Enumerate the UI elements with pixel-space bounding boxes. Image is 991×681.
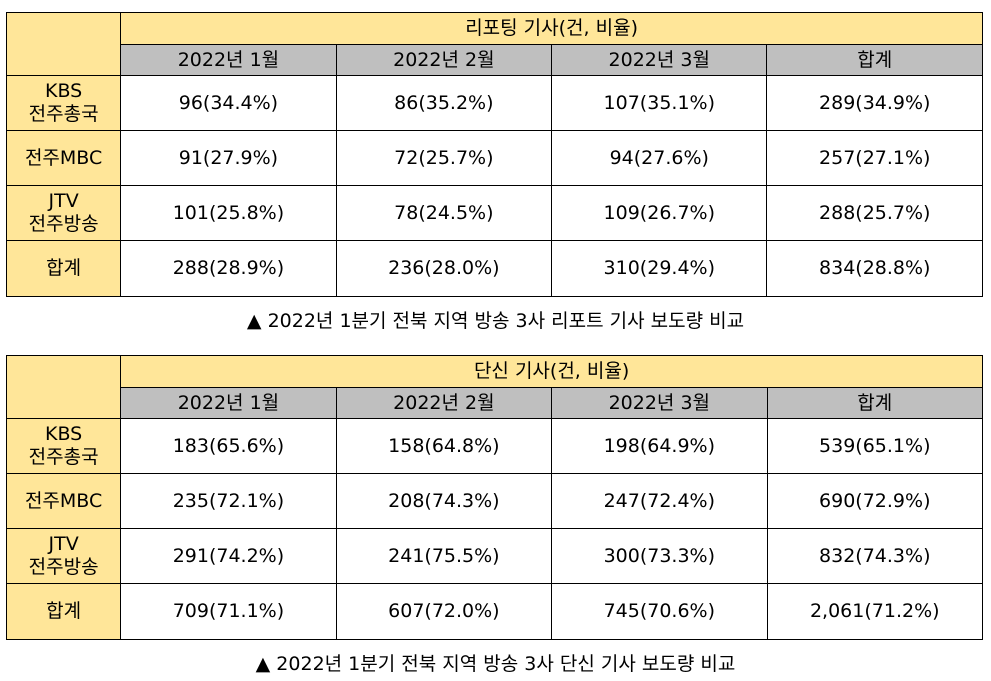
data-cell: 2,061(71.2%): [766, 583, 984, 640]
table-row: KBS 전주총국 96(34.4%) 86(35.2%) 107(35.1%) 2…: [5, 75, 983, 131]
column-header: 2022년 2월: [335, 387, 553, 419]
row-label: KBS 전주총국: [5, 75, 122, 131]
data-cell: 257(27.1%): [766, 130, 983, 186]
data-cell: 158(64.8%): [335, 418, 553, 474]
data-cell: 101(25.8%): [120, 185, 337, 241]
table-row: 합계 709(71.1%) 607(72.0%) 745(70.6%) 2,06…: [5, 583, 984, 640]
data-cell: 291(74.2%): [120, 528, 337, 584]
data-cell: 288(28.9%): [120, 240, 337, 297]
data-cell: 72(25.7%): [335, 130, 553, 186]
column-header: 2022년 3월: [551, 387, 768, 419]
column-header: 2022년 3월: [551, 44, 768, 76]
table-row: JTV 전주방송 291(74.2%) 241(75.5%) 300(73.3%)…: [5, 528, 984, 584]
corner-cell: [5, 355, 122, 419]
table-row: 전주MBC 91(27.9%) 72(25.7%) 94(27.6%) 257(…: [5, 130, 983, 186]
column-header: 2022년 1월: [120, 387, 337, 419]
report-articles-table: 리포팅 기사(건, 비율) 2022년 1월 2022년 2월 2022년 3월…: [5, 12, 983, 297]
table-row: JTV 전주방송 101(25.8%) 78(24.5%) 109(26.7%) …: [5, 185, 983, 241]
data-cell: 289(34.9%): [766, 75, 983, 131]
row-label: JTV 전주방송: [5, 185, 122, 241]
column-header: 2022년 1월: [120, 44, 337, 76]
row-label: 전주MBC: [5, 130, 122, 186]
data-cell: 78(24.5%): [335, 185, 553, 241]
data-cell: 86(35.2%): [335, 75, 553, 131]
group-header: 리포팅 기사(건, 비율): [120, 12, 983, 45]
data-cell: 109(26.7%): [551, 185, 768, 241]
data-cell: 107(35.1%): [551, 75, 768, 131]
table-caption: ▲ 2022년 1분기 전북 지역 방송 3사 리포트 기사 보도량 비교: [246, 310, 745, 332]
data-cell: 288(25.7%): [766, 185, 983, 241]
data-cell: 247(72.4%): [551, 473, 768, 529]
data-cell: 607(72.0%): [335, 583, 553, 640]
data-cell: 235(72.1%): [120, 473, 337, 529]
corner-cell: [5, 12, 122, 76]
data-cell: 539(65.1%): [766, 418, 984, 474]
data-cell: 91(27.9%): [120, 130, 337, 186]
data-cell: 690(72.9%): [766, 473, 984, 529]
data-cell: 832(74.3%): [766, 528, 984, 584]
column-header: 합계: [766, 44, 983, 76]
table-row: 전주MBC 235(72.1%) 208(74.3%) 247(72.4%) 6…: [5, 473, 984, 529]
data-cell: 300(73.3%): [551, 528, 768, 584]
column-header: 2022년 2월: [335, 44, 553, 76]
data-cell: 198(64.9%): [551, 418, 768, 474]
row-label: 합계: [5, 583, 122, 640]
data-cell: 709(71.1%): [120, 583, 337, 640]
data-cell: 94(27.6%): [551, 130, 768, 186]
table-caption: ▲ 2022년 1분기 전북 지역 방송 3사 단신 기사 보도량 비교: [255, 653, 736, 675]
data-cell: 745(70.6%): [551, 583, 768, 640]
column-header: 합계: [766, 387, 984, 419]
row-label: JTV 전주방송: [5, 528, 122, 584]
row-label: KBS 전주총국: [5, 418, 122, 474]
data-cell: 208(74.3%): [335, 473, 553, 529]
short-articles-table: 단신 기사(건, 비율) 2022년 1월 2022년 2월 2022년 3월 …: [5, 355, 984, 640]
data-cell: 183(65.6%): [120, 418, 337, 474]
table-row: 합계 288(28.9%) 236(28.0%) 310(29.4%) 834(…: [5, 240, 983, 297]
row-label: 전주MBC: [5, 473, 122, 529]
row-label: 합계: [5, 240, 122, 297]
data-cell: 241(75.5%): [335, 528, 553, 584]
data-cell: 96(34.4%): [120, 75, 337, 131]
data-cell: 834(28.8%): [766, 240, 983, 297]
data-cell: 236(28.0%): [335, 240, 553, 297]
group-header: 단신 기사(건, 비율): [120, 355, 983, 388]
table-row: KBS 전주총국 183(65.6%) 158(64.8%) 198(64.9%)…: [5, 418, 984, 474]
data-cell: 310(29.4%): [551, 240, 768, 297]
